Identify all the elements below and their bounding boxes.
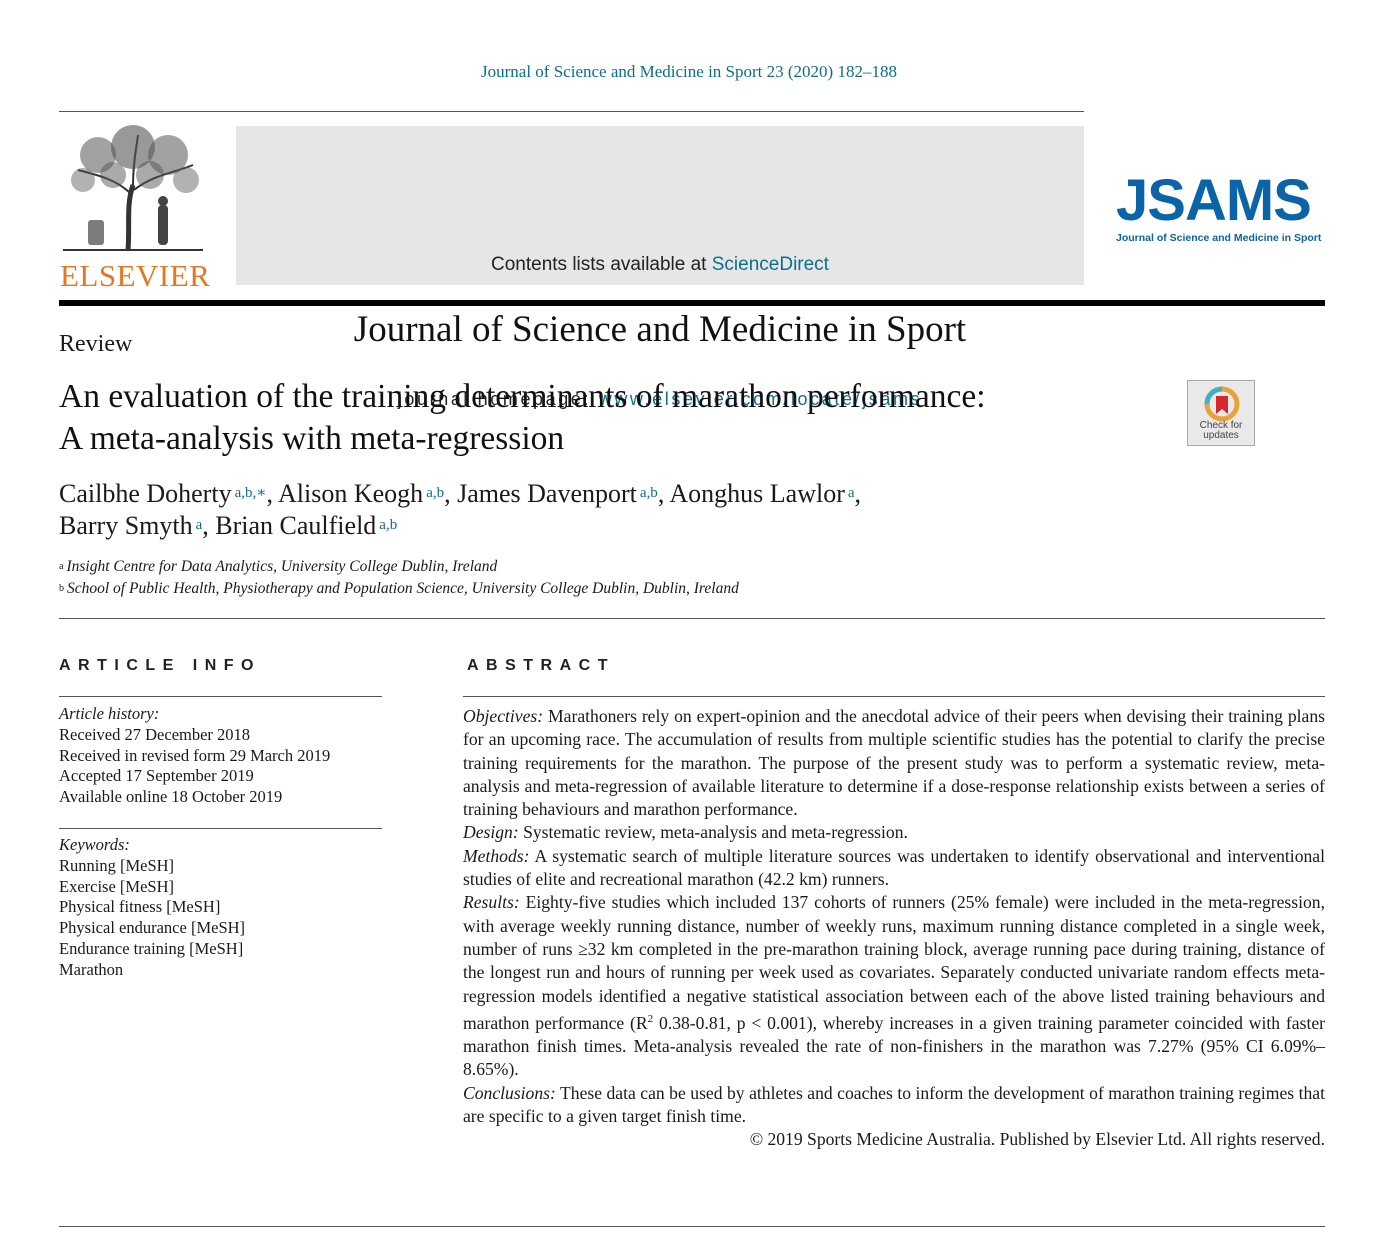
article-title: An evaluation of the training determinan… — [59, 376, 1169, 460]
abstract-design: Design: Systematic review, meta-analysis… — [463, 822, 908, 843]
author-affiliation-mark[interactable]: a,b — [379, 517, 398, 533]
author-affiliation-mark[interactable]: a — [195, 517, 203, 533]
abstract-heading: ABSTRACT — [467, 657, 615, 674]
homepage-prefix: journal homepage: — [397, 389, 599, 409]
keyword-item: Endurance training [MeSH] — [59, 938, 244, 958]
article-info-heading: ARTICLE INFO — [59, 657, 261, 674]
article-type: Review — [59, 331, 133, 357]
author-name[interactable]: James Davenport — [457, 479, 637, 508]
jsams-logo[interactable]: JSAMS Journal of Science and Medicine in… — [1116, 168, 1328, 244]
abstract-objectives: Objectives: Marathoners rely on expert-o… — [463, 706, 1325, 820]
title-line: A meta-analysis with meta-regression — [59, 420, 565, 457]
affiliations: a Insight Centre for Data Analytics, Univ… — [59, 556, 739, 600]
author-affiliation-mark[interactable]: a,b — [426, 485, 445, 501]
homepage-line: journal homepage: www.elsevier.com/locat… — [236, 389, 1084, 410]
author-separator: , — [854, 479, 862, 508]
check-updates-label: Check for updates — [1199, 420, 1243, 441]
title-line: An evaluation of the training determinan… — [59, 378, 986, 415]
contents-line: Contents lists available at ScienceDirec… — [236, 254, 1084, 276]
history-item: Available online 18 October 2019 — [59, 787, 283, 807]
author-list: Cailbhe Doherty a,b,∗, Alison Keogh a,b, J… — [59, 478, 1209, 542]
contents-prefix: Contents lists available at — [491, 254, 712, 275]
crossmark-icon — [1204, 386, 1240, 422]
keyword-item: Exercise [MeSH] — [59, 876, 175, 896]
sciencedirect-link[interactable]: ScienceDirect — [711, 254, 829, 275]
article-history: Article history: Received 27 December 20… — [59, 704, 330, 808]
keyword-item: Running [MeSH] — [59, 855, 175, 875]
jsams-subtitle: Journal of Science and Medicine in Sport — [1116, 232, 1322, 244]
divider — [59, 828, 382, 829]
copyright-notice: © 2019 Sports Medicine Australia. Publis… — [749, 1129, 1325, 1150]
affiliation-item: a Insight Centre for Data Analytics, Univ… — [59, 558, 498, 575]
header-divider — [59, 300, 1325, 306]
author-separator: , — [202, 511, 216, 540]
divider — [59, 696, 382, 697]
history-item: Accepted 17 September 2019 — [59, 766, 254, 786]
author-name[interactable]: Barry Smyth — [59, 511, 193, 540]
author-name[interactable]: Cailbhe Doherty — [59, 479, 232, 508]
abstract-conclusions: Conclusions: These data can be used by a… — [463, 1082, 1325, 1126]
author-separator: , — [266, 479, 279, 508]
elsevier-tree-logo — [58, 125, 208, 290]
author-affiliation-mark[interactable]: a — [847, 485, 855, 501]
affiliation-item: b School of Public Health, Physiotherapy … — [59, 580, 739, 597]
author-name[interactable]: Aonghus Lawlor — [669, 479, 845, 508]
history-item: Received 27 December 2018 — [59, 724, 251, 744]
history-item: Received in revised form 29 March 2019 — [59, 745, 331, 765]
jsams-wordmark: JSAMS — [1116, 168, 1312, 233]
history-label: Article history: — [59, 704, 160, 723]
abstract-body: Objectives: Marathoners rely on expert-o… — [463, 705, 1325, 1152]
author-separator: , — [444, 479, 458, 508]
keyword-item: Physical endurance [MeSH] — [59, 918, 246, 938]
check-for-updates-button[interactable]: Check for updates — [1187, 380, 1255, 446]
divider — [59, 111, 1084, 112]
journal-banner: Contents lists available at ScienceDirec… — [236, 126, 1084, 409]
author-name[interactable]: Alison Keogh — [278, 479, 424, 508]
keywords-label: Keywords: — [59, 835, 130, 854]
divider — [59, 618, 1325, 619]
author-name[interactable]: Brian Caulfield — [215, 511, 377, 540]
author-affiliation-mark[interactable]: a,b,∗ — [234, 485, 267, 501]
divider — [59, 1226, 1325, 1227]
elsevier-wordmark[interactable]: ELSEVIER — [60, 258, 211, 293]
keywords: Keywords: Running [MeSH] Exercise [MeSH]… — [59, 835, 245, 981]
author-affiliation-mark[interactable]: a,b — [639, 485, 658, 501]
abstract-results: Results: Eighty-five studies which inclu… — [463, 892, 1325, 1080]
journal-name: Journal of Science and Medicine in Sport — [353, 309, 967, 350]
abstract-methods: Methods: A systematic search of multiple… — [463, 845, 1325, 890]
keyword-item: Marathon — [59, 959, 124, 979]
keyword-item: Physical fitness [MeSH] — [59, 897, 221, 917]
homepage-link[interactable]: www.elsevier.com/locate/jsams — [598, 389, 923, 409]
divider — [463, 696, 1325, 697]
author-separator: , — [657, 479, 670, 508]
journal-reference[interactable]: Journal of Science and Medicine in Sport… — [481, 62, 897, 81]
